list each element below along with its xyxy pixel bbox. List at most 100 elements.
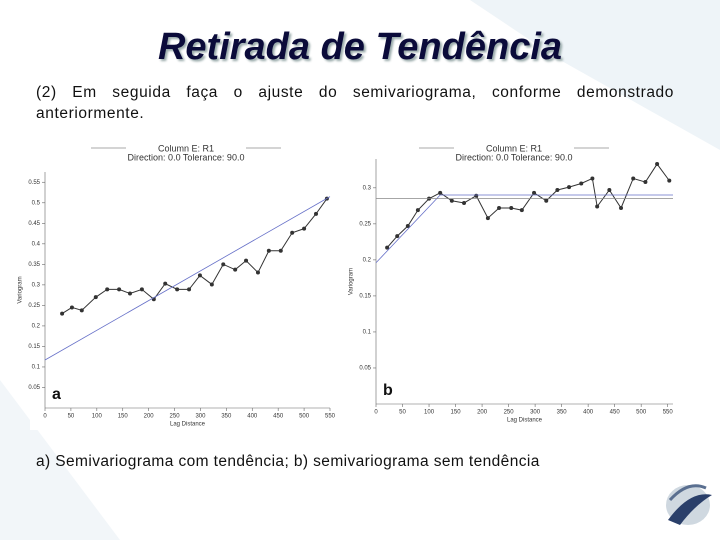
x-tick-label: 300 (530, 410, 541, 416)
data-point (139, 287, 144, 292)
data-point (590, 176, 595, 181)
x-tick-label: 50 (68, 414, 75, 420)
y-axis-label: Variogram (18, 276, 24, 303)
data-point (497, 206, 502, 210)
y-tick-label: 0.3 (32, 282, 41, 288)
series-line (375, 194, 673, 264)
x-axis-label: Lag Distance (170, 422, 206, 428)
data-point (405, 224, 410, 229)
y-tick-label: 0.2 (363, 257, 372, 263)
data-point (438, 190, 443, 195)
x-tick-label: 500 (299, 414, 310, 420)
data-point (187, 287, 192, 292)
y-axis-label: Variogram (349, 268, 355, 295)
data-point (163, 281, 168, 286)
data-point (69, 305, 74, 310)
y-tick-label: 0.4 (32, 241, 41, 247)
data-point (233, 267, 238, 272)
x-tick-label: 250 (170, 414, 181, 420)
data-point (290, 230, 295, 235)
y-tick-label: 0.05 (28, 385, 40, 391)
chart-title: Column E: R1 (158, 143, 214, 153)
y-tick-label: 0.25 (28, 303, 40, 309)
paragraph: (2) Em seguida faça o ajuste do semivari… (36, 84, 674, 122)
data-point (266, 248, 271, 253)
x-tick-label: 200 (477, 410, 488, 416)
data-point (485, 216, 490, 221)
x-tick-label: 300 (195, 414, 206, 420)
x-tick-label: 350 (221, 414, 232, 420)
data-point (117, 287, 122, 292)
data-point (314, 211, 319, 216)
y-tick-label: 0.25 (359, 221, 371, 227)
slide-title: Retirada de Tendência (157, 26, 563, 68)
data-point (579, 181, 584, 186)
x-tick-label: 0 (43, 414, 47, 420)
data-point (544, 198, 549, 203)
data-point (209, 282, 214, 287)
data-point (127, 291, 132, 296)
series-line (61, 198, 328, 315)
chart-subtitle: Direction: 0.0 Tolerance: 90.0 (128, 152, 245, 162)
data-point (395, 234, 400, 239)
x-tick-label: 100 (92, 414, 103, 420)
caption: a) Semivariograma com tendência; b) semi… (36, 453, 540, 470)
y-tick-label: 0.15 (359, 293, 371, 299)
x-tick-label: 50 (399, 410, 406, 416)
data-point (532, 190, 537, 195)
data-point (278, 248, 283, 253)
y-tick-label: 0.1 (32, 365, 41, 371)
data-point (415, 208, 420, 213)
data-point (175, 287, 180, 292)
x-tick-label: 100 (424, 410, 435, 416)
y-tick-label: 0.45 (28, 221, 40, 227)
series-line (386, 163, 670, 248)
series-line (44, 196, 331, 361)
x-tick-label: 400 (247, 414, 258, 420)
x-tick-label: 550 (325, 414, 336, 420)
x-tick-label: 250 (504, 410, 515, 416)
data-point (60, 311, 65, 316)
data-point (255, 270, 260, 275)
data-point (619, 206, 624, 210)
data-point (519, 208, 524, 213)
chart-title: Column E: R1 (486, 143, 542, 153)
annotation: a (52, 386, 61, 403)
x-tick-label: 200 (144, 414, 155, 420)
data-point (555, 187, 560, 192)
y-tick-label: 0.55 (28, 180, 40, 186)
logo (666, 484, 712, 525)
data-point (197, 273, 202, 278)
data-point (79, 308, 84, 313)
background-shape (470, 0, 720, 150)
x-tick-label: 450 (273, 414, 284, 420)
y-tick-label: 0.35 (28, 262, 40, 268)
data-point (302, 226, 307, 231)
data-point (244, 258, 249, 263)
x-tick-label: 150 (118, 414, 129, 420)
chart-frame (30, 145, 342, 430)
chart-subtitle: Direction: 0.0 Tolerance: 90.0 (456, 152, 573, 162)
annotation: b (383, 382, 393, 399)
y-tick-label: 0.2 (32, 323, 41, 329)
data-point (567, 185, 572, 190)
data-point (385, 245, 390, 250)
data-point (655, 162, 660, 167)
data-point (631, 176, 636, 181)
data-point (595, 204, 600, 209)
data-point (93, 295, 98, 300)
x-tick-label: 500 (636, 410, 647, 416)
y-tick-label: 0.15 (28, 344, 40, 350)
data-point (509, 206, 514, 210)
data-point (643, 180, 648, 185)
y-tick-label: 0.5 (32, 200, 41, 206)
chart-frame (350, 145, 678, 430)
x-axis-label: Lag Distance (507, 418, 543, 424)
data-point (667, 178, 672, 183)
x-tick-label: 0 (374, 410, 378, 416)
data-point (221, 262, 226, 267)
data-point (462, 200, 467, 205)
x-tick-label: 150 (451, 410, 462, 416)
